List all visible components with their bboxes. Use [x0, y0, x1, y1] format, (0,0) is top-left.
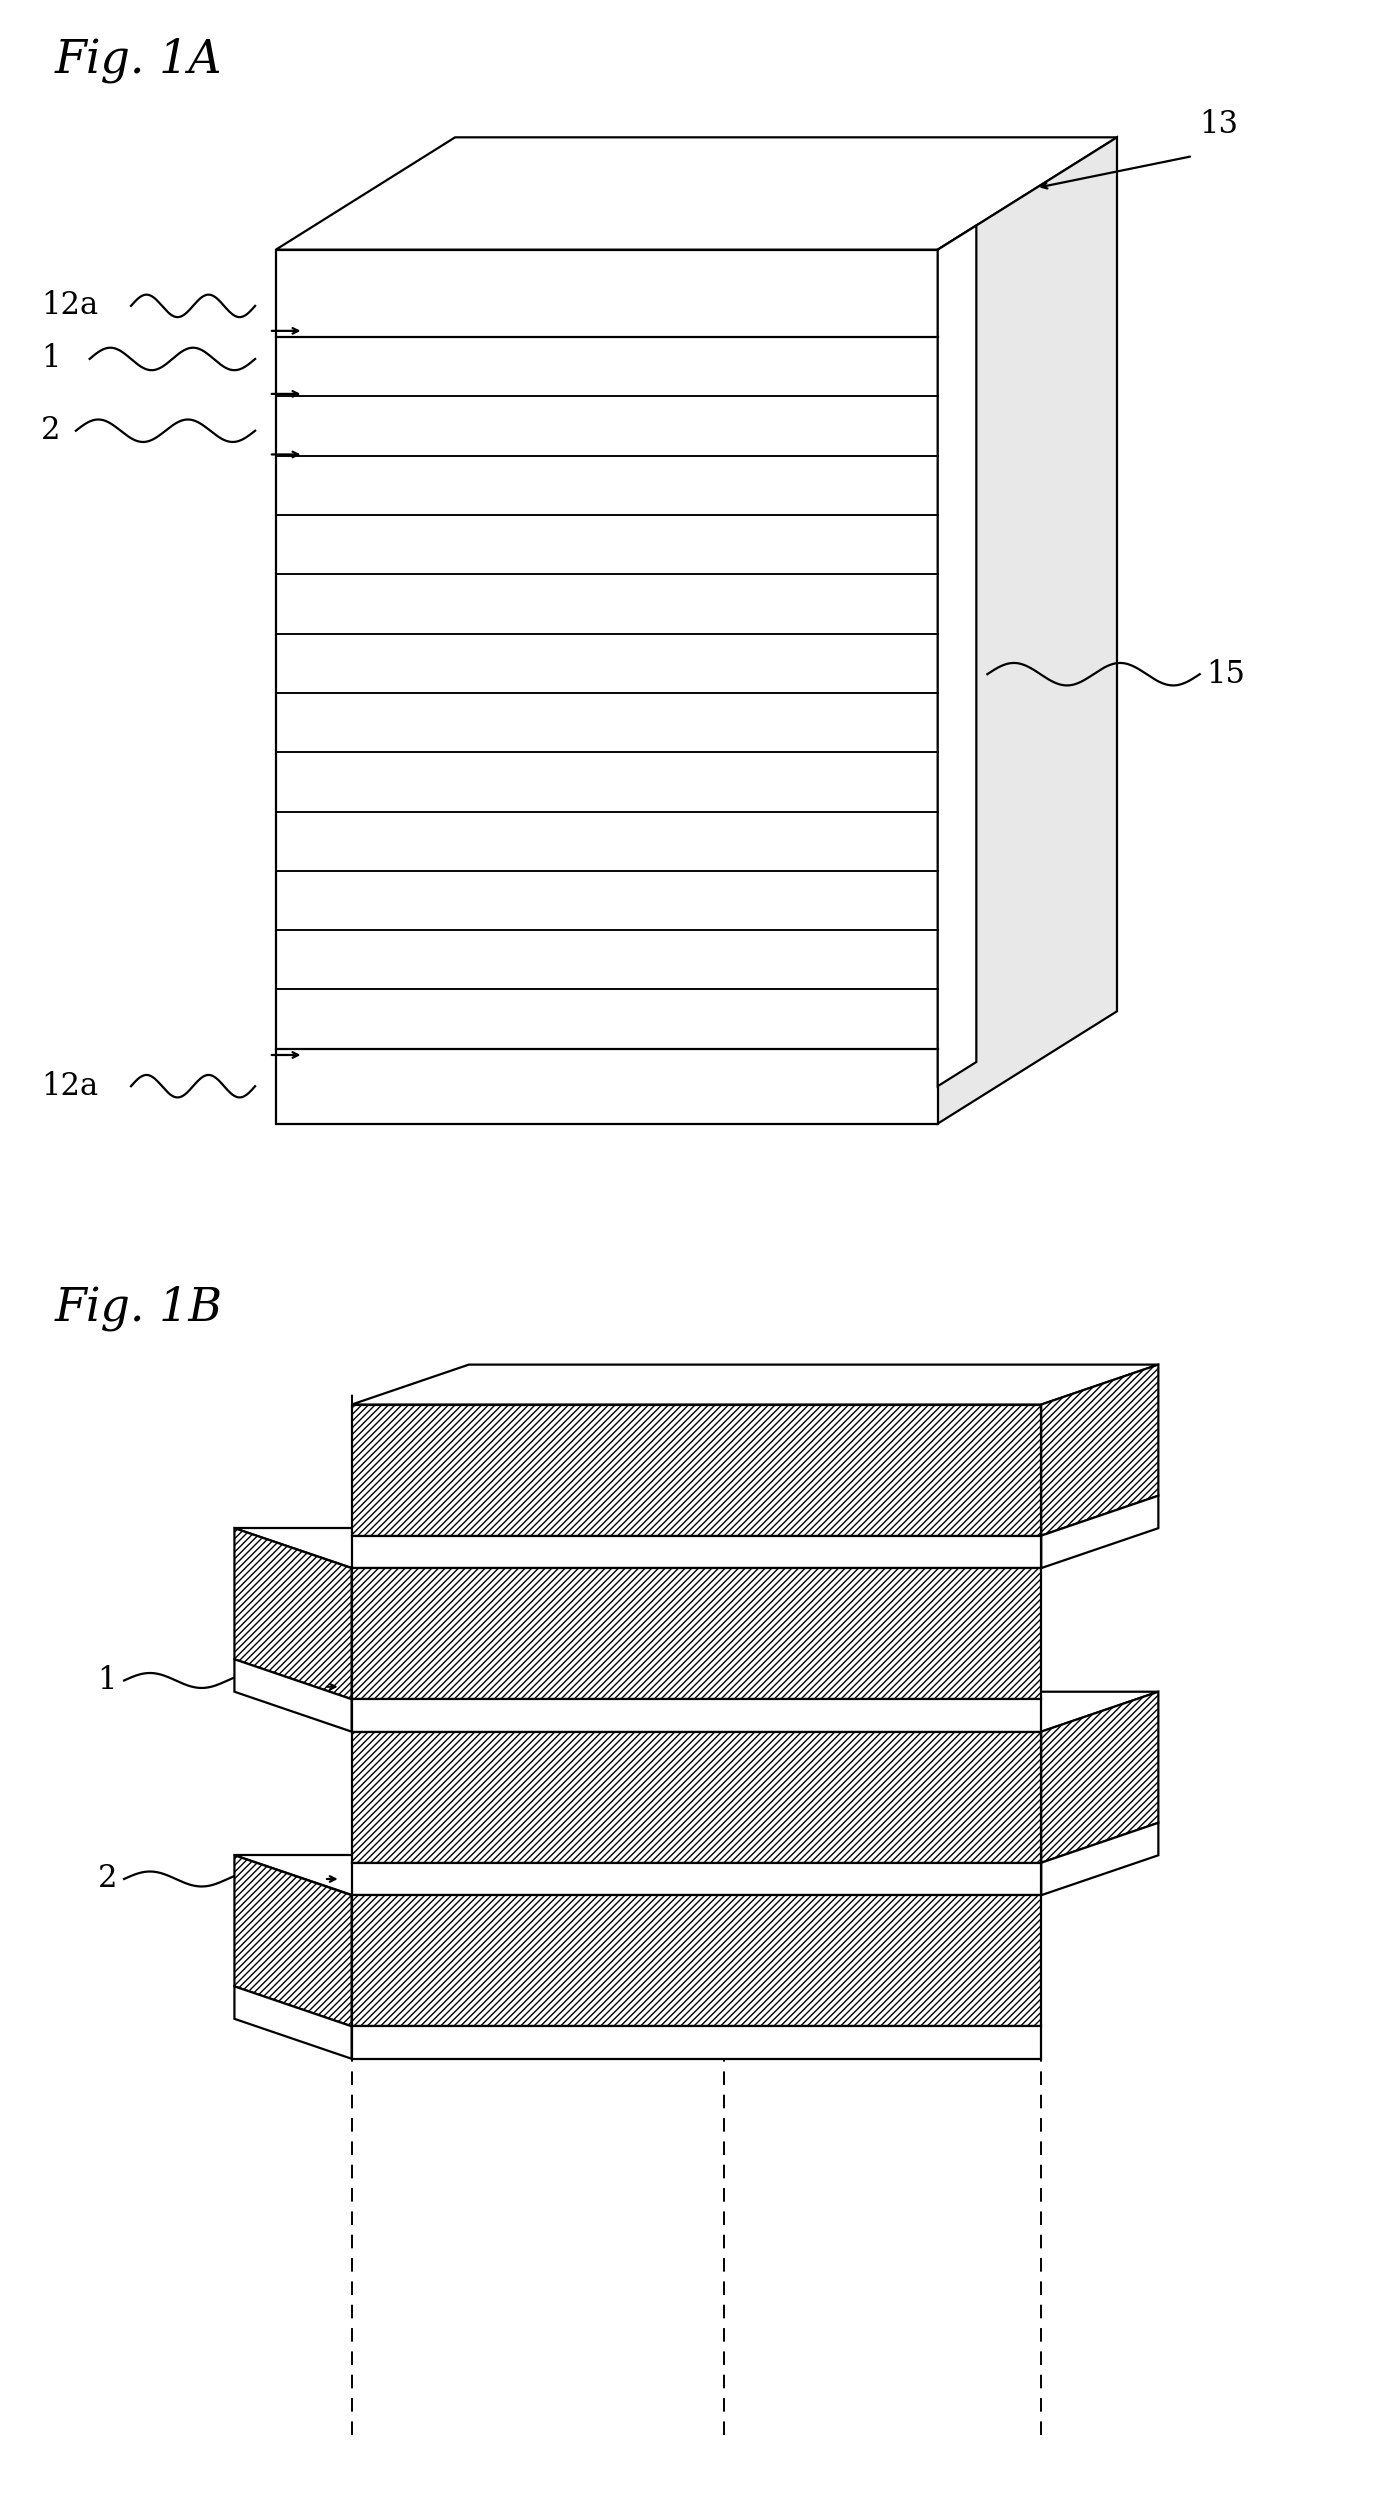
Polygon shape [234, 1528, 352, 1698]
Polygon shape [938, 225, 976, 1086]
Polygon shape [352, 1863, 1041, 1895]
Polygon shape [352, 1363, 1158, 1403]
Polygon shape [234, 1528, 1041, 1568]
Text: Fig. 1B: Fig. 1B [55, 1286, 223, 1331]
Polygon shape [352, 1536, 1041, 1568]
Polygon shape [352, 1698, 1041, 1733]
Text: 2: 2 [41, 415, 61, 447]
Polygon shape [234, 1855, 352, 2028]
Polygon shape [234, 1988, 352, 2058]
Polygon shape [1041, 1363, 1158, 1536]
Polygon shape [938, 137, 1117, 1124]
Polygon shape [276, 250, 938, 1124]
Polygon shape [352, 2028, 1041, 2058]
Polygon shape [352, 1568, 1041, 1698]
Polygon shape [352, 1403, 1041, 1536]
Polygon shape [276, 137, 1117, 250]
Text: 12a: 12a [41, 1071, 98, 1101]
Polygon shape [234, 1658, 352, 1733]
Text: 1: 1 [98, 1665, 117, 1695]
Polygon shape [352, 1895, 1041, 2028]
Polygon shape [234, 1855, 1041, 1895]
Text: 2: 2 [98, 1863, 117, 1895]
Text: 12a: 12a [41, 290, 98, 322]
Polygon shape [352, 1693, 1158, 1733]
Polygon shape [1041, 1693, 1158, 1863]
Polygon shape [352, 1733, 1041, 1863]
Text: 13: 13 [1200, 110, 1238, 140]
Text: 1: 1 [41, 345, 61, 375]
Polygon shape [1041, 1823, 1158, 1895]
Text: Fig. 1A: Fig. 1A [55, 37, 222, 82]
Text: 15: 15 [1207, 659, 1245, 689]
Polygon shape [1041, 1496, 1158, 1568]
